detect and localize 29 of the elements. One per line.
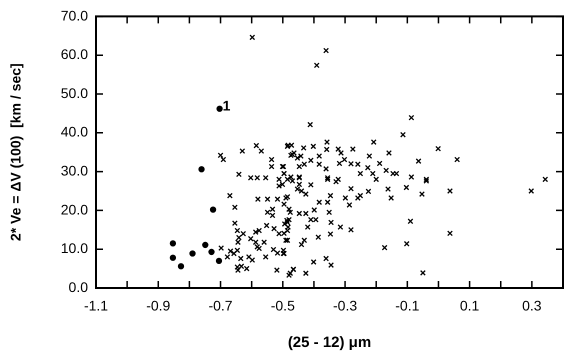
y-tick-label: 10.0 (60, 240, 88, 256)
point (189, 250, 196, 257)
point (170, 240, 176, 247)
point (198, 166, 205, 172)
x-tick-label: -1.1 (84, 297, 108, 314)
y-tick-label: 30.0 (60, 162, 88, 178)
x-tick-label: -0.1 (395, 297, 420, 314)
annotation: 1 (222, 98, 231, 114)
y-tick-label: 20.0 (60, 201, 88, 218)
y-tick-label: 70.0 (60, 7, 88, 24)
x-tick-label: -0.7 (208, 297, 233, 314)
x-tick-label: -0.3 (333, 297, 358, 314)
point (202, 242, 208, 248)
x-tick-label: 0.3 (522, 297, 542, 314)
x-axis-title: (25 - 12) μm (288, 334, 372, 352)
point (216, 106, 223, 112)
y-tick-label: 50.0 (60, 84, 88, 101)
y-tick-label: 0.0 (68, 278, 88, 295)
y-axis-title: 2* Ve = ΔV (100) [km / sec] (7, 63, 24, 242)
x-tick-label: 0.1 (460, 297, 480, 314)
point (216, 258, 222, 264)
point (210, 206, 216, 213)
x-tick-label: -0.5 (270, 297, 296, 314)
point (178, 263, 184, 270)
point (208, 248, 215, 256)
y-tick-label: 40.0 (60, 124, 88, 140)
y-tick-label: 60.0 (60, 46, 88, 62)
x-tick-label: -0.9 (146, 297, 171, 314)
point (170, 254, 176, 261)
